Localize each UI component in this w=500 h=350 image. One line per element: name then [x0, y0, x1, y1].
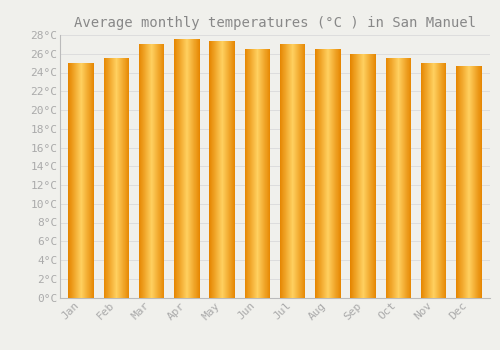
Title: Average monthly temperatures (°C ) in San Manuel: Average monthly temperatures (°C ) in Sa…: [74, 16, 476, 30]
